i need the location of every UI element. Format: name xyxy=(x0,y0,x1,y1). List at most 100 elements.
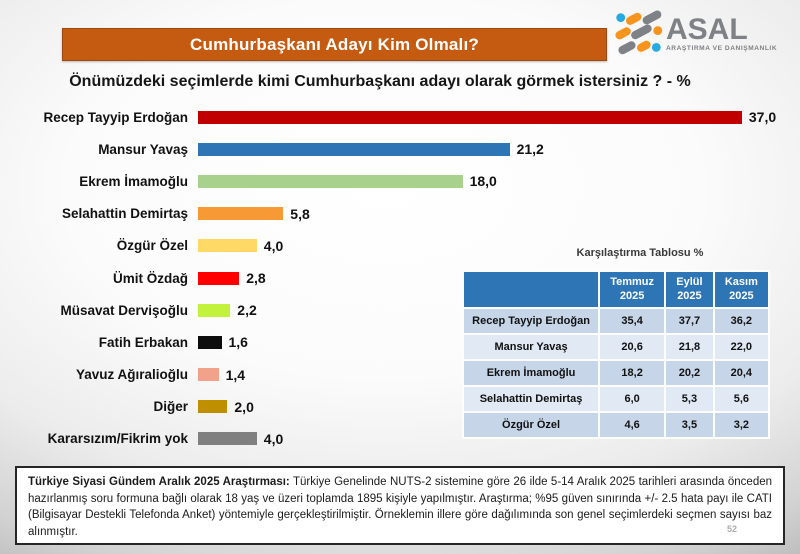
table-row: Özgür Özel 4,6 3,5 3,2 xyxy=(464,412,768,437)
bar-track: 18,0 xyxy=(198,165,780,197)
table-cell: 4,6 xyxy=(600,412,665,437)
methodology-note-title: Türkiye Siyasi Gündem Aralık 2025 Araştı… xyxy=(28,476,290,488)
bar xyxy=(198,335,222,349)
table-row-name: Selahattin Demirtaş xyxy=(464,386,599,411)
table-row: Selahattin Demirtaş 6,0 5,3 5,6 xyxy=(464,386,768,411)
table-corner-cell xyxy=(464,272,599,307)
bar-chart: Recep Tayyip Erdoğan 37,0 Mansur Yavaş 21,2… xyxy=(10,101,780,455)
bar-value-label: 37,0 xyxy=(748,109,777,126)
methodology-note-text: Türkiye Genelinde NUTS-2 sistemine göre … xyxy=(28,476,773,539)
bar-category-label: Recep Tayyip Erdoğan xyxy=(43,109,188,125)
bar-track: 4,0 xyxy=(198,230,780,262)
table-row-name: Mansur Yavaş xyxy=(464,334,599,359)
table-cell: 5,3 xyxy=(666,386,713,411)
bar-category-label: Kararsızım/Fikrim yok xyxy=(47,431,188,447)
bar-track: 1,4 xyxy=(198,359,780,391)
asal-logo-tagline: ARAŞTIRMA VE DANIŞMANLIK xyxy=(666,45,778,52)
table-row: Mansur Yavaş 20,6 21,8 22,0 xyxy=(464,334,768,359)
bar xyxy=(198,142,510,156)
bar-value-label: 5,8 xyxy=(290,205,310,222)
table-cell: 3,5 xyxy=(666,412,713,437)
bar-row: Ümit Özdağ 2,8 xyxy=(10,262,780,294)
table-cell: 6,0 xyxy=(600,386,665,411)
bar-row: Recep Tayyip Erdoğan 37,0 xyxy=(10,101,780,133)
bar-row: Özgür Özel 4,0 xyxy=(10,230,780,262)
bar-category-label: Diğer xyxy=(153,399,188,415)
bar-category-label: Müsavat Dervişoğlu xyxy=(60,302,188,318)
table-cell: 22,0 xyxy=(714,334,768,359)
bar-category-label: Özgür Özel xyxy=(116,238,188,254)
table-cell: 20,6 xyxy=(600,334,665,359)
bar-row: Selahattin Demirtaş 5,8 xyxy=(10,198,780,230)
bar-value-label: 18,0 xyxy=(469,173,497,190)
table-cell: 35,4 xyxy=(600,308,665,333)
table-column-header: Eylül 2025 xyxy=(666,272,713,307)
bar-track: 37,0 xyxy=(198,101,780,133)
asal-logo-text: ASAL ARAŞTIRMA VE DANIŞMANLIK xyxy=(666,13,778,53)
bar-track: 2,0 xyxy=(198,391,780,423)
comparison-table-title: Karşılaştırma Tablosu % xyxy=(576,247,704,259)
table-row-name: Ekrem İmamoğlu xyxy=(464,360,599,385)
table-row-name: Recep Tayyip Erdoğan xyxy=(464,308,599,333)
bar-value-label: 1,4 xyxy=(225,366,246,383)
bar-value-label: 2,0 xyxy=(234,398,254,415)
table-cell: 36,2 xyxy=(714,308,768,333)
bar-category-label: Ekrem İmamoğlu xyxy=(79,173,188,189)
bar-row: Ekrem İmamoğlu 18,0 xyxy=(10,165,780,197)
bar-track: 1,6 xyxy=(198,326,780,358)
bar-row: Fatih Erbakan 1,6 xyxy=(10,326,780,358)
bar xyxy=(198,400,228,414)
bar-category-label: Ümit Özdağ xyxy=(112,270,188,286)
bar-category-label: Fatih Erbakan xyxy=(98,334,188,350)
table-cell: 20,4 xyxy=(714,360,768,385)
bar-value-label: 4,0 xyxy=(263,430,284,447)
comparison-table-block: Karşılaştırma Tablosu % Temmuz 2025 Eylül… xyxy=(462,247,770,439)
table-column-header: Kasım 2025 xyxy=(714,272,768,307)
comparison-table: Temmuz 2025 Eylül 2025 Kasım 2025 Recep Ta… xyxy=(462,270,770,439)
bar-value-label: 21,2 xyxy=(516,141,544,158)
table-row: Ekrem İmamoğlu 18,2 20,2 20,4 xyxy=(464,360,768,385)
bar-track: 2,8 xyxy=(198,262,780,294)
table-cell: 3,2 xyxy=(714,412,768,437)
bar-track: 2,2 xyxy=(198,294,780,326)
bar-value-label: 2,8 xyxy=(246,270,266,287)
bar-category-label: Yavuz Ağıralioğlu xyxy=(75,367,188,383)
table-column-header: Temmuz 2025 xyxy=(600,272,665,307)
bar xyxy=(198,110,742,124)
table-cell: 5,6 xyxy=(714,386,768,411)
table-cell: 21,8 xyxy=(666,334,713,359)
bar-track: 5,8 xyxy=(198,198,780,230)
bar-value-label: 4,0 xyxy=(263,237,284,254)
bar-category-label: Mansur Yavaş xyxy=(98,141,188,157)
bar xyxy=(198,303,231,317)
title-banner: Cumhurbaşkanı Adayı Kim Olmalı? xyxy=(62,28,607,61)
bar xyxy=(198,174,463,188)
table-row: Recep Tayyip Erdoğan 35,4 37,7 36,2 xyxy=(464,308,768,333)
bar-track: 21,2 xyxy=(198,133,780,165)
table-cell: 20,2 xyxy=(666,360,713,385)
bar xyxy=(198,368,219,382)
table-cell: 18,2 xyxy=(600,360,665,385)
bar-row: Mansur Yavaş 21,2 xyxy=(10,133,780,165)
asal-logo-icon xyxy=(615,10,663,55)
bar-row: Yavuz Ağıralioğlu 1,4 xyxy=(10,359,780,391)
bar xyxy=(198,239,257,253)
bar xyxy=(198,432,257,446)
bar-row: Müsavat Dervişoğlu 2,2 xyxy=(10,294,780,326)
page-number: 52 xyxy=(726,523,737,534)
bar xyxy=(198,207,284,221)
table-row-name: Özgür Özel xyxy=(464,412,599,437)
comparison-table-header: Temmuz 2025 Eylül 2025 Kasım 2025 xyxy=(464,272,768,307)
bar-row: Diğer 2,0 xyxy=(10,391,780,423)
bar-value-label: 1,6 xyxy=(228,334,248,351)
page-title: Cumhurbaşkanı Adayı Kim Olmalı? xyxy=(190,34,479,54)
bar-row: Kararsızım/Fikrim yok 4,0 xyxy=(10,423,780,455)
bar xyxy=(198,271,240,285)
asal-logo-name: ASAL xyxy=(666,13,748,46)
survey-question: Önümüzdeki seçimlerde kimi Cumhurbaşkanı… xyxy=(69,73,691,90)
methodology-note: Türkiye Siyasi Gündem Aralık 2025 Araştı… xyxy=(15,466,785,545)
asal-logo: ASAL ARAŞTIRMA VE DANIŞMANLIK xyxy=(614,6,796,60)
table-cell: 37,7 xyxy=(666,308,713,333)
bar-track: 4,0 xyxy=(198,423,780,455)
